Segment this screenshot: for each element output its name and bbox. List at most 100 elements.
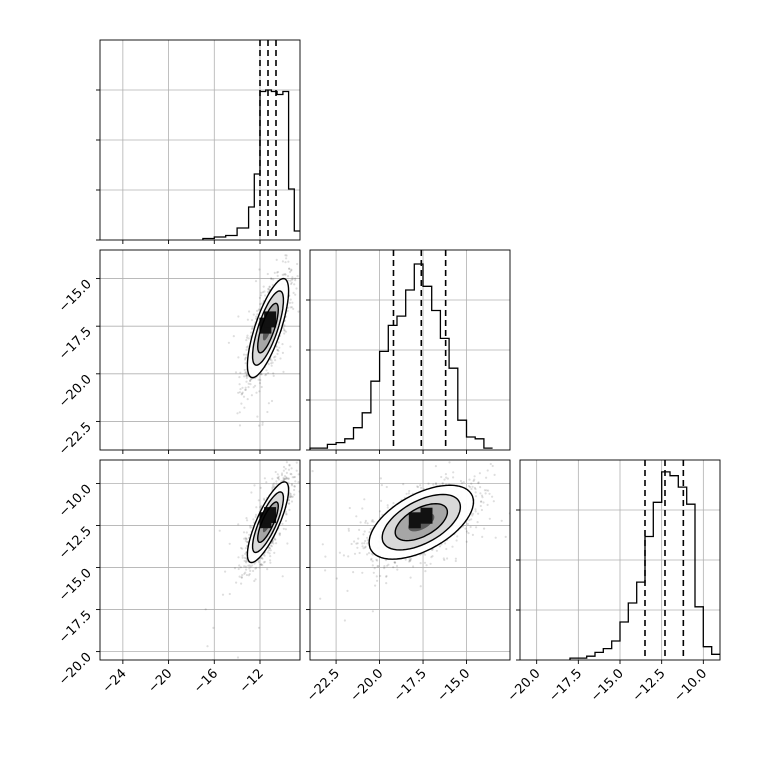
- sample-point: [204, 608, 207, 611]
- sample-point: [257, 499, 260, 502]
- sample-point: [267, 287, 270, 290]
- sample-point: [367, 551, 371, 555]
- y-tick-label: −17.5: [56, 608, 95, 647]
- panel-frame-2-1: [309, 459, 511, 661]
- sample-point: [285, 471, 288, 474]
- sample-point: [291, 278, 294, 281]
- sample-point: [358, 551, 361, 555]
- sample-point: [260, 556, 264, 560]
- sample-point: [366, 553, 369, 556]
- panel-frame-1-0: [99, 249, 301, 451]
- sample-point: [347, 555, 350, 558]
- contour-line: [251, 290, 285, 366]
- sample-point: [321, 543, 324, 546]
- sample-point: [317, 460, 319, 462]
- sample-point: [435, 549, 438, 552]
- sample-point: [281, 273, 284, 276]
- y-tick-label: −10.0: [56, 482, 95, 521]
- sample-point: [287, 499, 290, 502]
- sample-point: [263, 498, 266, 501]
- sample-point: [251, 326, 254, 329]
- sample-point: [244, 547, 247, 550]
- sample-point: [467, 485, 471, 488]
- sample-point: [285, 243, 287, 245]
- sample-point: [479, 504, 482, 508]
- sample-point: [424, 553, 427, 556]
- sample-point: [260, 504, 263, 508]
- sample-point: [487, 489, 490, 492]
- sample-point: [289, 298, 292, 301]
- sample-point: [383, 565, 386, 568]
- sample-point: [245, 568, 248, 571]
- sample-point: [491, 464, 494, 468]
- sample-point: [246, 540, 249, 544]
- sample-point: [302, 499, 304, 501]
- sample-point: [468, 519, 471, 522]
- sample-point: [262, 285, 265, 288]
- sample-point: [245, 373, 248, 376]
- x-tick-label: −15.0: [435, 666, 474, 705]
- sample-point: [296, 664, 298, 666]
- sample-point: [471, 514, 474, 517]
- sample-point: [278, 532, 281, 535]
- sample-point: [270, 362, 273, 365]
- histogram-0: [202, 89, 300, 240]
- sample-point: [269, 561, 272, 564]
- sample-point: [277, 478, 281, 481]
- sample-point: [495, 455, 497, 457]
- sample-point: [486, 469, 489, 472]
- sample-point: [526, 469, 528, 471]
- sample-point: [271, 541, 274, 544]
- sample-point: [237, 556, 240, 559]
- sample-point: [276, 348, 279, 352]
- sample-point: [370, 558, 373, 561]
- sample-point: [258, 566, 261, 569]
- sample-point: [537, 457, 539, 459]
- sample-point: [236, 656, 240, 659]
- scatter-1-2: [296, 455, 548, 666]
- sample-point: [287, 468, 291, 471]
- sample-point: [244, 536, 247, 540]
- sample-point: [288, 508, 291, 511]
- sample-point: [259, 303, 262, 306]
- sample-point: [275, 258, 278, 261]
- sample-point: [473, 486, 476, 489]
- sample-point: [280, 472, 284, 475]
- sample-point: [368, 531, 371, 534]
- sample-point: [273, 538, 276, 541]
- sample-point: [241, 391, 244, 394]
- sample-point: [252, 313, 255, 316]
- sample-point: [241, 554, 244, 557]
- sample-point: [478, 472, 481, 475]
- sample-point: [251, 564, 254, 567]
- sample-point: [546, 478, 548, 480]
- sample-point: [245, 336, 249, 339]
- sample-point: [473, 478, 476, 481]
- sample-point: [273, 271, 276, 274]
- sample-point: [227, 341, 230, 344]
- sample-point: [210, 499, 212, 501]
- grid-layer: [100, 40, 720, 660]
- sample-point: [311, 470, 314, 473]
- sample-point: [281, 351, 284, 354]
- sample-point: [471, 485, 474, 488]
- sample-point: [288, 464, 291, 467]
- x-tick-label: −17.5: [391, 666, 430, 705]
- x-tick-label: −12: [237, 666, 267, 696]
- sample-point: [292, 307, 295, 310]
- sample-point: [454, 559, 457, 563]
- sample-point: [261, 557, 264, 560]
- sample-point: [260, 373, 263, 376]
- sample-point: [324, 555, 327, 558]
- sample-point: [254, 280, 258, 283]
- sample-point: [500, 519, 503, 522]
- sample-point: [454, 557, 457, 560]
- sample-point: [289, 495, 292, 498]
- sample-point: [267, 371, 270, 375]
- sample-point: [287, 260, 290, 263]
- sample-point: [429, 562, 432, 565]
- sample-point: [249, 383, 252, 386]
- sample-point: [297, 473, 300, 476]
- sample-point: [315, 443, 317, 445]
- sample-point: [470, 518, 473, 521]
